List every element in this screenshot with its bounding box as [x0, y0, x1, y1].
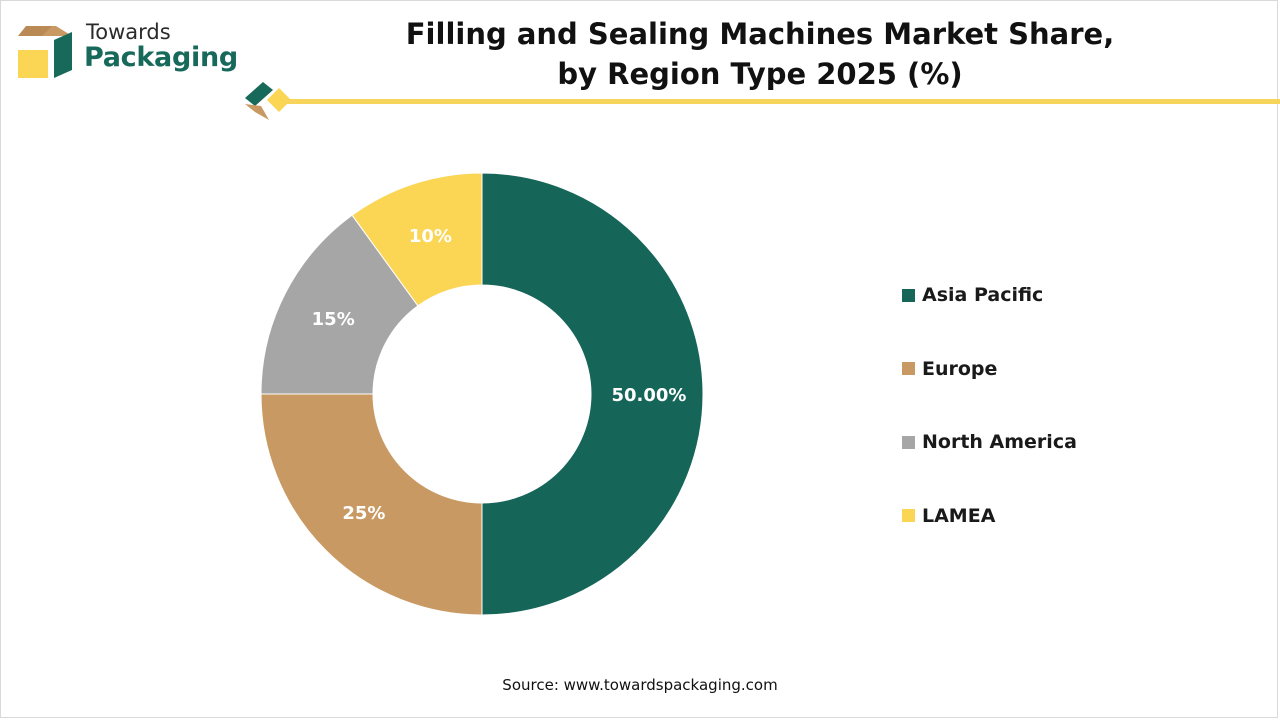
divider-diamond-icon: [245, 82, 291, 120]
legend-item-asia-pacific: Asia Pacific: [902, 282, 1043, 308]
donut-slice-europe: [260, 393, 483, 616]
donut-slice-north-america: [260, 214, 419, 395]
legend-swatch: [902, 435, 915, 449]
chart-title-line-2: by Region Type 2025 (%): [557, 57, 963, 91]
chart-title: Filling and Sealing Machines Market Shar…: [380, 14, 1140, 94]
box-logo-icon: [18, 26, 72, 78]
data-label-europe: 25%: [342, 503, 385, 524]
data-label-asia-pacific: 50.00%: [612, 385, 687, 406]
legend-swatch: [902, 288, 915, 302]
legend-swatch: [902, 362, 915, 375]
donut-slice-asia-pacific: [481, 172, 704, 616]
legend-item-europe: Europe: [902, 356, 997, 382]
donut-slice-lamea: [351, 172, 483, 307]
title-divider-line: [286, 99, 1280, 104]
legend-label: North America: [922, 431, 1077, 453]
logo-text-towards: Towards: [86, 20, 171, 44]
source-note: Source: www.towardspackaging.com: [502, 676, 778, 694]
chart-title-line-1: Filling and Sealing Machines Market Shar…: [405, 17, 1115, 51]
logo-text-packaging: Packaging: [84, 42, 238, 73]
data-label-lamea: 10%: [409, 226, 452, 247]
data-label-north-america: 15%: [312, 309, 355, 330]
legend-item-north-america: North America: [902, 429, 1077, 455]
legend-item-lamea: LAMEA: [902, 503, 995, 529]
legend-label: Europe: [922, 357, 998, 380]
legend-swatch: [902, 509, 915, 522]
legend-label: Asia Pacific: [922, 284, 1044, 306]
towards-packaging-logo: Towards Packaging: [16, 20, 246, 82]
legend-label: LAMEA: [922, 504, 996, 527]
